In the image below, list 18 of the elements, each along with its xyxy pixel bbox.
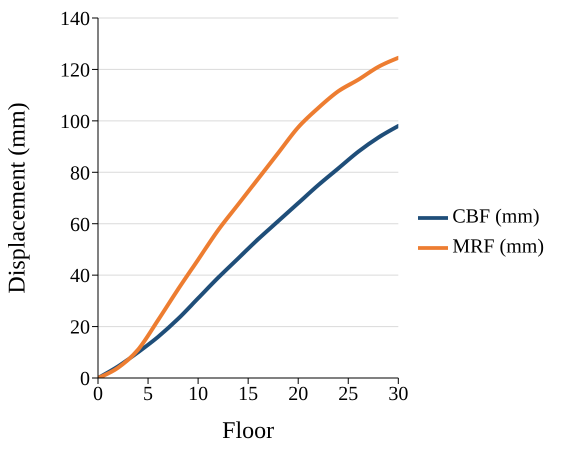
x-tick-label: 5 [143,383,154,406]
y-axis-title: Displacement (mm) [4,102,31,294]
y-tick-label: 120 [60,60,90,82]
y-tick-label: 80 [70,162,90,184]
y-tick-label: 0 [80,368,90,390]
y-tick-label: 140 [60,8,90,30]
x-tick-label: 25 [338,383,358,406]
x-tick-label: 15 [238,383,258,406]
x-tick-label: 30 [388,383,408,406]
legend-label: MRF (mm) [452,236,544,258]
legend-label: CBF (mm) [452,206,540,228]
x-tick-label: 10 [188,383,208,406]
y-tick-label: 20 [70,316,90,339]
y-tick-label: 60 [70,214,90,236]
x-axis-title: Floor [222,418,274,444]
x-tick-label: 20 [288,383,308,406]
y-tick-label: 100 [60,110,90,133]
y-tick-label: 40 [70,265,90,288]
